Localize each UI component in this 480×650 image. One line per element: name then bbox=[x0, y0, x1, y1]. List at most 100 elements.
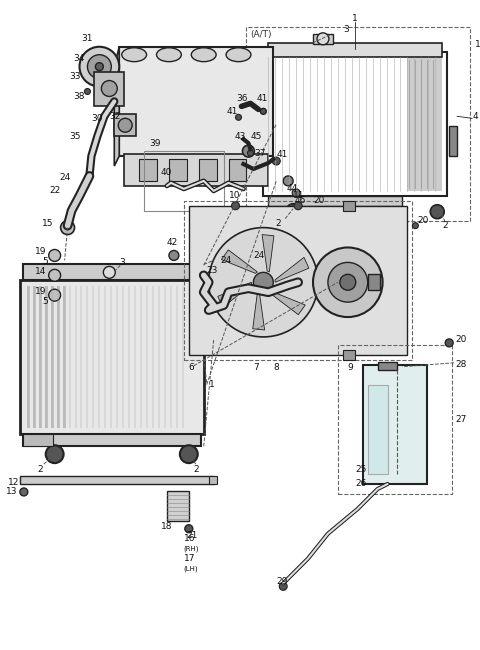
Text: 15: 15 bbox=[42, 219, 53, 228]
Text: 4: 4 bbox=[473, 112, 479, 121]
Bar bbox=[363, 365, 427, 484]
Text: 34: 34 bbox=[73, 54, 85, 63]
Bar bbox=[449, 126, 457, 156]
Circle shape bbox=[445, 339, 453, 347]
Circle shape bbox=[48, 269, 60, 281]
Text: 20: 20 bbox=[455, 335, 467, 345]
Bar bbox=[45, 286, 48, 428]
Text: 20: 20 bbox=[313, 196, 324, 205]
Bar bbox=[27, 286, 30, 428]
Polygon shape bbox=[114, 47, 119, 166]
Text: 32: 32 bbox=[109, 112, 120, 121]
Circle shape bbox=[283, 176, 293, 186]
Circle shape bbox=[84, 88, 90, 94]
Text: 46: 46 bbox=[294, 196, 305, 205]
Text: 21: 21 bbox=[187, 531, 198, 540]
Bar bbox=[167, 491, 189, 521]
Text: 2: 2 bbox=[194, 465, 199, 474]
Text: 7: 7 bbox=[253, 363, 259, 372]
Circle shape bbox=[80, 47, 119, 86]
Text: 25: 25 bbox=[356, 465, 367, 474]
Bar bbox=[144, 151, 224, 211]
Ellipse shape bbox=[156, 47, 181, 62]
Text: 5: 5 bbox=[43, 296, 48, 306]
Text: 36: 36 bbox=[237, 94, 248, 103]
Text: 29: 29 bbox=[276, 577, 288, 586]
Text: 19: 19 bbox=[35, 247, 46, 256]
Bar bbox=[264, 52, 447, 196]
Bar bbox=[246, 27, 470, 220]
Text: 37: 37 bbox=[254, 149, 266, 157]
Text: 35: 35 bbox=[70, 132, 81, 140]
Bar bbox=[338, 345, 452, 494]
Text: 24: 24 bbox=[60, 174, 71, 183]
Bar bbox=[184, 201, 412, 360]
Circle shape bbox=[96, 62, 103, 71]
Polygon shape bbox=[221, 250, 257, 274]
Circle shape bbox=[260, 109, 266, 114]
Text: 41: 41 bbox=[276, 150, 288, 159]
Bar bbox=[189, 206, 408, 355]
Circle shape bbox=[60, 220, 74, 235]
Circle shape bbox=[286, 203, 300, 218]
Polygon shape bbox=[262, 235, 274, 272]
Bar bbox=[408, 57, 442, 191]
Circle shape bbox=[87, 55, 111, 79]
Bar bbox=[313, 34, 333, 44]
Circle shape bbox=[101, 81, 117, 96]
Bar bbox=[228, 159, 246, 181]
Text: 11: 11 bbox=[293, 191, 305, 200]
Bar bbox=[95, 72, 124, 107]
Circle shape bbox=[313, 248, 383, 317]
Bar bbox=[368, 385, 387, 474]
Bar bbox=[33, 286, 36, 428]
Text: 12: 12 bbox=[8, 478, 19, 486]
Text: 31: 31 bbox=[82, 34, 93, 44]
Text: 28: 28 bbox=[455, 360, 467, 369]
Bar bbox=[199, 159, 216, 181]
Text: 5: 5 bbox=[43, 257, 48, 266]
Text: 41: 41 bbox=[227, 107, 238, 116]
Text: 44: 44 bbox=[286, 185, 298, 193]
Bar bbox=[23, 434, 201, 447]
Circle shape bbox=[169, 250, 179, 261]
Text: 23: 23 bbox=[207, 266, 218, 275]
Circle shape bbox=[180, 445, 198, 463]
Text: 26: 26 bbox=[356, 480, 367, 489]
Text: 24: 24 bbox=[253, 251, 264, 260]
Circle shape bbox=[103, 266, 115, 278]
Bar bbox=[343, 350, 355, 360]
Bar bbox=[57, 286, 60, 428]
Text: 18: 18 bbox=[161, 522, 172, 531]
Circle shape bbox=[294, 202, 302, 210]
Ellipse shape bbox=[226, 47, 251, 62]
Text: 3: 3 bbox=[343, 25, 348, 34]
Bar bbox=[39, 286, 42, 428]
Text: (LH): (LH) bbox=[184, 566, 198, 572]
Circle shape bbox=[118, 118, 132, 132]
Bar bbox=[51, 286, 54, 428]
Bar bbox=[268, 196, 402, 206]
Bar bbox=[368, 274, 380, 290]
Polygon shape bbox=[253, 292, 264, 330]
Circle shape bbox=[317, 33, 329, 45]
Text: 19: 19 bbox=[35, 287, 46, 296]
Text: 8: 8 bbox=[273, 363, 279, 372]
Circle shape bbox=[209, 227, 318, 337]
Circle shape bbox=[328, 263, 368, 302]
Circle shape bbox=[48, 289, 60, 301]
Text: 10: 10 bbox=[228, 191, 240, 200]
Polygon shape bbox=[269, 291, 305, 315]
Circle shape bbox=[20, 488, 28, 496]
Text: 14: 14 bbox=[35, 267, 46, 276]
Circle shape bbox=[253, 272, 273, 292]
Bar bbox=[20, 280, 204, 434]
Text: 30: 30 bbox=[91, 114, 103, 123]
Circle shape bbox=[48, 250, 60, 261]
Circle shape bbox=[46, 445, 63, 463]
Text: 16: 16 bbox=[184, 534, 195, 543]
Bar bbox=[209, 476, 216, 484]
Bar bbox=[139, 159, 157, 181]
Bar bbox=[62, 286, 66, 428]
Bar bbox=[343, 201, 355, 211]
